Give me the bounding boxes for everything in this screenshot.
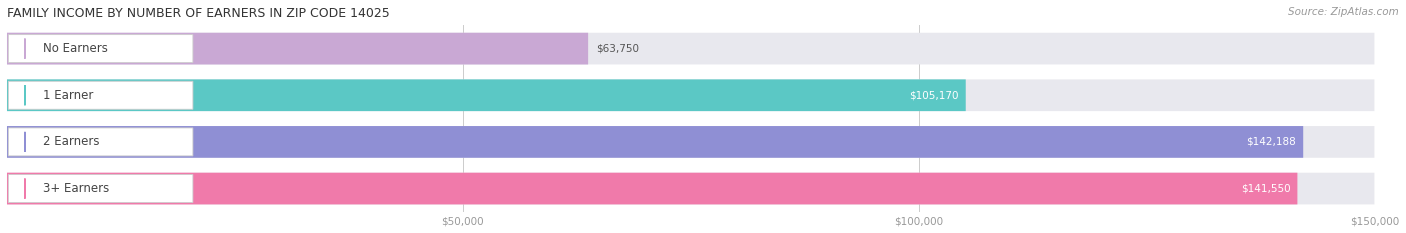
FancyBboxPatch shape [7, 126, 1375, 158]
FancyBboxPatch shape [8, 175, 193, 202]
FancyBboxPatch shape [8, 35, 193, 63]
FancyBboxPatch shape [7, 79, 966, 111]
Text: 2 Earners: 2 Earners [44, 135, 100, 148]
FancyBboxPatch shape [7, 79, 1375, 111]
Text: 3+ Earners: 3+ Earners [44, 182, 110, 195]
FancyBboxPatch shape [7, 33, 1375, 65]
FancyBboxPatch shape [7, 173, 1298, 204]
FancyBboxPatch shape [7, 126, 1303, 158]
FancyBboxPatch shape [8, 128, 193, 156]
FancyBboxPatch shape [7, 33, 588, 65]
Text: No Earners: No Earners [44, 42, 108, 55]
Text: $105,170: $105,170 [910, 90, 959, 100]
FancyBboxPatch shape [7, 173, 1375, 204]
Text: FAMILY INCOME BY NUMBER OF EARNERS IN ZIP CODE 14025: FAMILY INCOME BY NUMBER OF EARNERS IN ZI… [7, 7, 389, 20]
Text: 1 Earner: 1 Earner [44, 89, 94, 102]
FancyBboxPatch shape [8, 81, 193, 109]
Text: $142,188: $142,188 [1247, 137, 1296, 147]
Text: Source: ZipAtlas.com: Source: ZipAtlas.com [1288, 7, 1399, 17]
Text: $63,750: $63,750 [596, 44, 640, 54]
Text: $141,550: $141,550 [1241, 184, 1291, 194]
